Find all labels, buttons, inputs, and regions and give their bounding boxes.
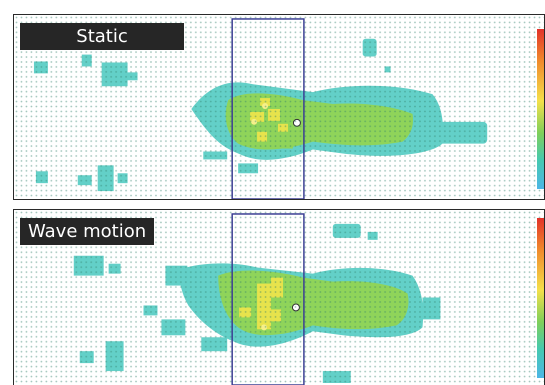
color-scale-bar	[537, 218, 544, 378]
panel-label: Static	[20, 23, 184, 50]
wave-motion-heatmap-panel: Wave motion	[13, 209, 545, 385]
highlight-box	[231, 18, 305, 199]
static-heatmap-panel: Static	[13, 14, 545, 200]
panel-label: Wave motion	[20, 218, 155, 245]
highlight-box	[231, 213, 305, 385]
color-scale-bar	[537, 29, 544, 189]
